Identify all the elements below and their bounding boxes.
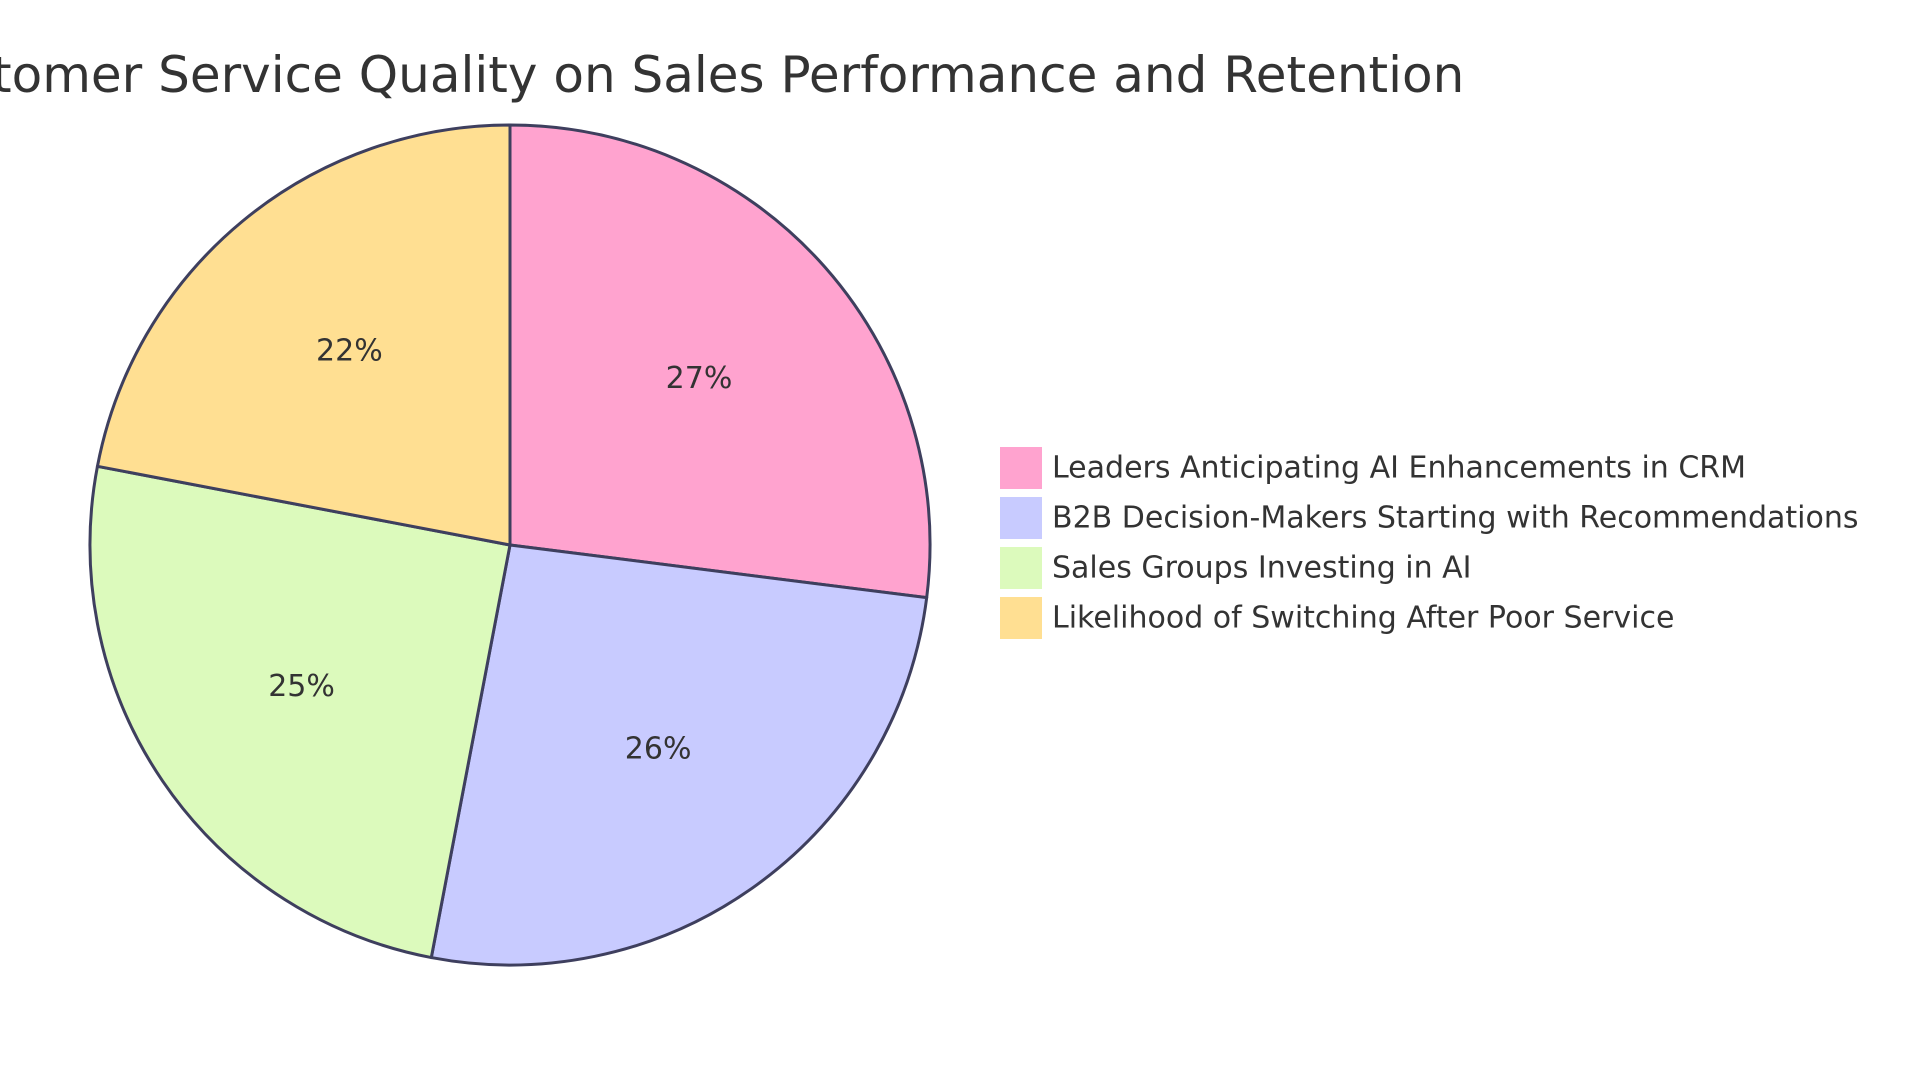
legend-label-1: Leaders Anticipating AI Enhancements in … — [1052, 451, 1746, 486]
legend-label-2: B2B Decision-Makers Starting with Recomm… — [1052, 501, 1859, 536]
legend-label-4: Likelihood of Switching After Poor Servi… — [1052, 601, 1674, 636]
legend-swatch-3 — [1000, 547, 1042, 589]
pie-slice-label-3: 25% — [268, 669, 335, 704]
pie-slice-label-4: 22% — [316, 333, 383, 368]
pie-slice-1 — [508, 123, 932, 600]
legend-label-3: Sales Groups Investing in AI — [1052, 551, 1472, 586]
pie-slices — [88, 123, 932, 967]
legend-swatch-2 — [1000, 497, 1042, 539]
legend: Leaders Anticipating AI Enhancements in … — [1000, 447, 1859, 639]
legend-swatch-1 — [1000, 447, 1042, 489]
pie-slice-2 — [429, 543, 929, 967]
pie-slice-label-2: 26% — [625, 731, 692, 766]
legend-swatch-4 — [1000, 597, 1042, 639]
pie-slice-4 — [95, 123, 512, 547]
pie-slice-3 — [88, 464, 512, 960]
pie-slice-label-1: 27% — [666, 361, 733, 396]
chart-title: tomer Service Quality on Sales Performan… — [0, 46, 1464, 104]
pie-slice-labels: 27% 26% 25% 22% — [268, 333, 732, 766]
